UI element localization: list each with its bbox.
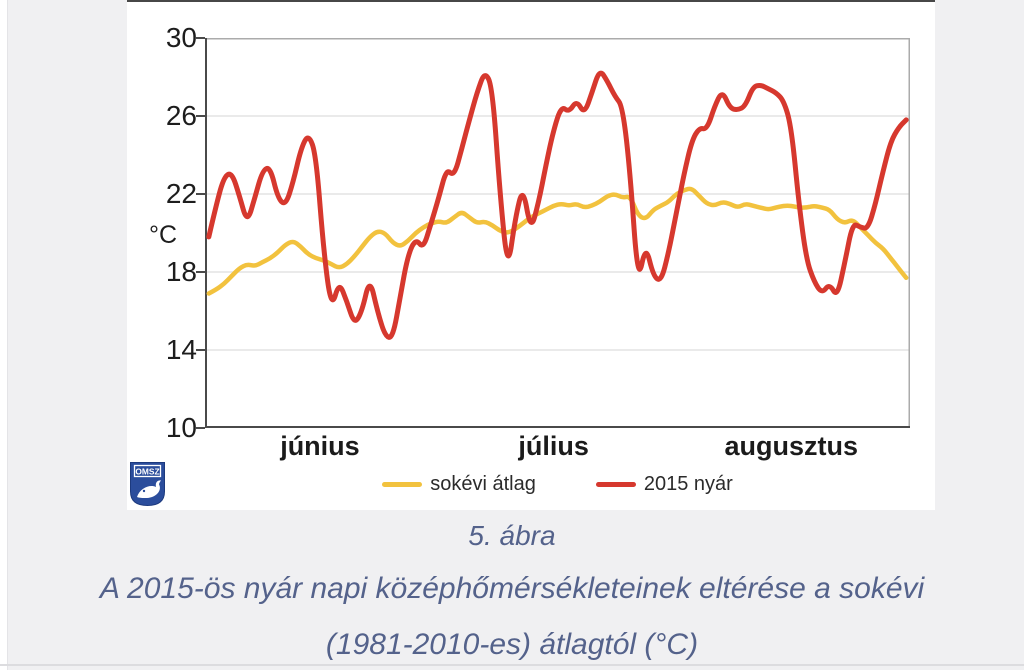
legend-label-2015: 2015 nyár [643, 473, 733, 495]
legend-item-average: sokévi átlag [382, 473, 536, 496]
legend-item-2015: 2015 nyár [595, 473, 733, 496]
average-line-swatch-icon [382, 482, 423, 487]
dolphin-icon [137, 480, 161, 499]
x-axis-month-label: június [280, 431, 360, 461]
line-chart-plot-area [196, 37, 910, 429]
caption-text-line-2: (1981-2010-es) átlagtól (°C) [325, 628, 699, 661]
x-axis-month-label: augusztus [724, 431, 858, 461]
y-axis-tick-label: 26 [165, 100, 197, 131]
y-axis-tick-label: 14 [165, 334, 197, 365]
y-axis-unit-label: °C [148, 221, 178, 249]
figure-caption: 5. ábra A 2015-ös nyár napi középhőmérsé… [0, 514, 1024, 662]
x-axis-month-label: július [518, 431, 589, 461]
y-axis-tick-label: 10 [165, 412, 197, 443]
page-bottom-divider [0, 664, 1024, 666]
y-axis-tick-label: 22 [165, 178, 197, 209]
page-left-margin-strip [0, 0, 8, 670]
omsz-logo: OMSZ [130, 462, 165, 507]
legend-label-average: sokévi átlag [430, 473, 536, 495]
chart-legend: sokévi átlag 2015 nyár [205, 473, 910, 496]
caption-text-line-1: A 2015-ös nyár napi középhőmérsékleteine… [99, 572, 925, 605]
temperature-figure-card: °C sokévi átlag 2015 nyár OMSZ 10 14 18 22 2… [127, 0, 935, 510]
caption-figure-number: 5. ábra [468, 520, 556, 551]
y-axis-tick-label: 18 [165, 256, 197, 287]
line-chart-svg [196, 37, 910, 429]
omsz-logo-text: OMSZ [135, 466, 159, 476]
y-axis-tick-label: 30 [165, 22, 197, 53]
year-2015-line-swatch-icon [595, 482, 636, 487]
